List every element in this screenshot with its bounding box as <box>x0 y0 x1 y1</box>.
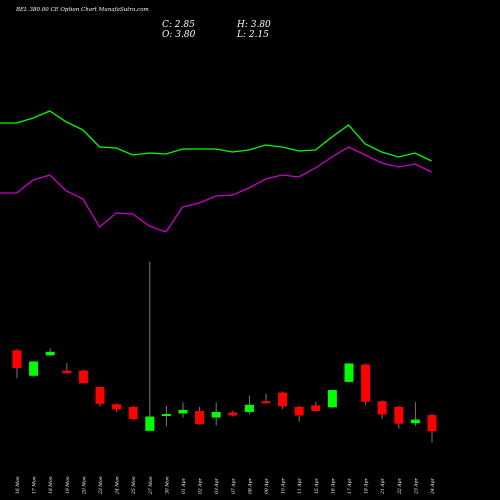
x-tick-label: 01 Apr <box>181 477 187 494</box>
candle-body <box>112 404 122 410</box>
candle-body <box>410 419 420 424</box>
candle-body <box>178 409 188 414</box>
candle-body <box>377 401 387 415</box>
x-tick-label: 21 Apr <box>380 477 386 495</box>
candle-body <box>78 370 88 384</box>
x-tick-label: 16 Apr <box>330 477 336 494</box>
lower-indicator-line <box>0 146 432 233</box>
candle-body <box>344 363 354 382</box>
x-axis-ticks: 16 Mon 17 Mon 18 Mon 19 Mon 20 Mon 23 Mon 24 M… <box>15 476 436 495</box>
x-tick-label: 09 Apr <box>264 477 270 494</box>
candle-body <box>128 406 138 420</box>
x-tick-label: 17 Mon <box>32 476 38 494</box>
low-readout: L: 2.15 <box>236 30 269 40</box>
x-tick-label: 15 Apr <box>314 477 320 494</box>
high-readout: H: 3.80 <box>236 20 271 30</box>
candle-body <box>261 401 271 404</box>
x-tick-label: 11 Apr <box>297 477 303 494</box>
candles <box>12 261 437 443</box>
candle-body <box>145 416 155 431</box>
candle-body <box>95 386 105 404</box>
x-tick-label: 02 Apr <box>198 477 204 494</box>
x-tick-label: 25 Mon <box>131 476 137 495</box>
x-tick-label: 17 Apr <box>347 477 353 494</box>
x-tick-label: 30 Mon <box>164 476 170 494</box>
close-readout: C: 2.85 <box>162 20 195 30</box>
x-tick-label: 18 Mon <box>48 476 54 494</box>
candle-body <box>29 361 39 376</box>
candle-body <box>161 414 171 417</box>
upper-indicator-line <box>0 110 432 162</box>
x-tick-label: 24 Apr <box>430 477 436 495</box>
x-tick-label: 27 Mon <box>148 476 154 495</box>
candle-body <box>211 411 221 418</box>
chart-title: BEL 380.00 CE Option Chart MunafaSutra.c… <box>15 7 149 13</box>
candle-body <box>45 351 55 356</box>
candle-body <box>327 390 337 408</box>
candle-body <box>294 406 304 416</box>
candle-body <box>12 350 22 369</box>
x-tick-label: 22 Apr <box>397 477 403 495</box>
x-tick-label: 08 Apr <box>247 477 253 494</box>
x-tick-label: 03 Apr <box>214 477 220 494</box>
x-tick-label: 23 Mon <box>98 476 104 495</box>
candle-body <box>195 410 205 425</box>
candle-body <box>311 405 321 411</box>
x-tick-label: 19 Mon <box>65 476 71 494</box>
candle-body <box>278 392 288 407</box>
x-tick-label: 07 Apr <box>231 477 237 494</box>
candle-body <box>427 415 437 432</box>
x-tick-label: 16 Mon <box>15 476 21 494</box>
candle-body <box>394 406 404 424</box>
x-tick-label: 10 Apr <box>281 477 287 494</box>
x-tick-label: 20 Mon <box>81 476 87 495</box>
candle-body <box>361 364 371 402</box>
candle-body <box>62 370 72 374</box>
x-tick-label: 18 Apr <box>364 477 370 494</box>
candle-body <box>228 412 238 416</box>
x-tick-label: 23 Apr <box>413 477 419 495</box>
open-readout: O: 3.80 <box>162 30 196 40</box>
indicator-lines <box>0 110 432 233</box>
x-tick-label: 24 Mon <box>115 476 121 495</box>
candle-body <box>244 404 254 412</box>
